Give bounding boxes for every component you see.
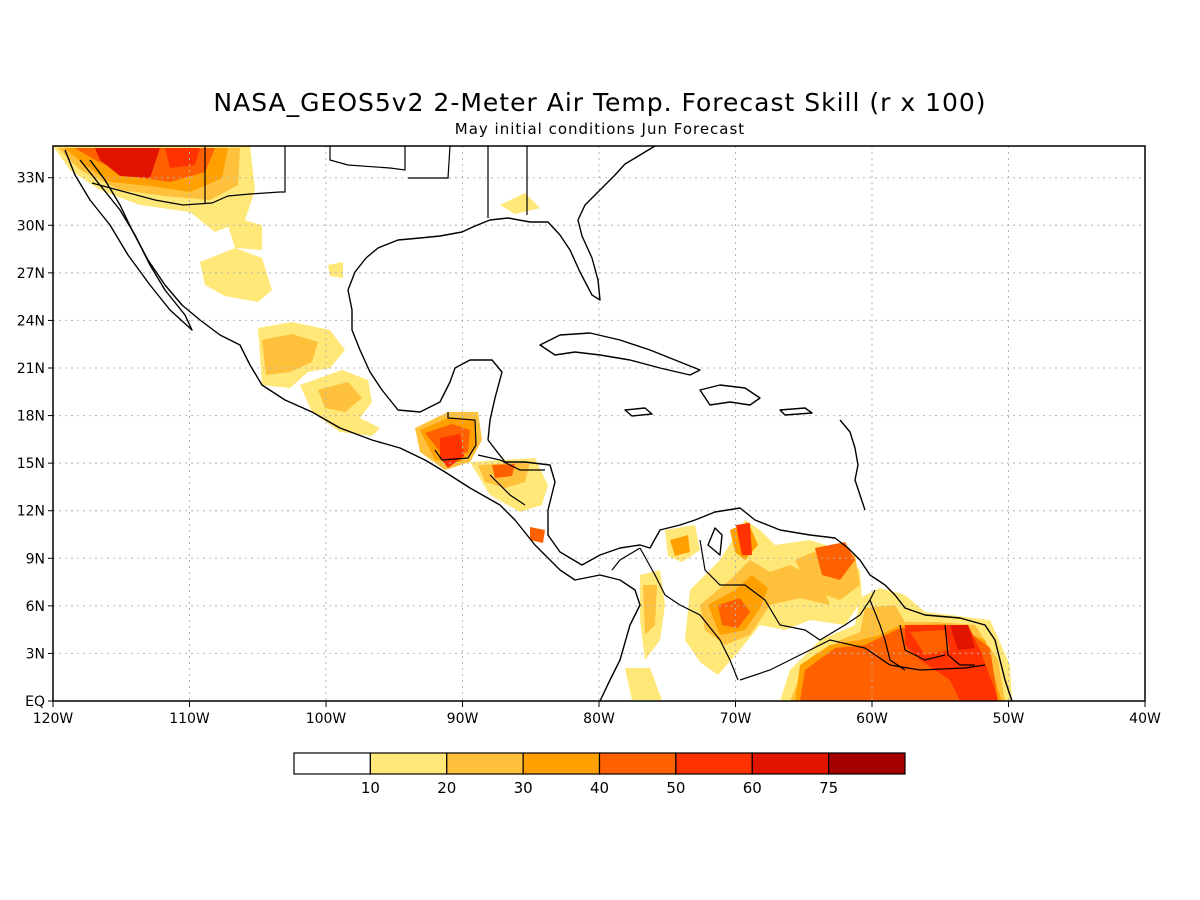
colorbar-label: 10 [361,779,380,797]
skill-region-honduras [492,464,515,478]
colorbar-swatch [751,752,830,775]
lat-tick-label: 6N [26,599,45,615]
coastline-lesser-antilles [839,419,866,511]
skill-shading [53,146,1012,701]
map-coastlines [64,146,1013,701]
colorbar-swatch [293,752,371,775]
lon-tick-label: 50W [993,711,1025,727]
lat-tick-label: 12N [17,504,45,520]
colorbar-label: 60 [743,779,762,797]
lat-tick-label: 18N [17,409,45,425]
skill-region-venezuela [736,523,752,555]
colorbar-swatch [522,752,601,775]
lon-tick-label: 40W [1129,711,1161,727]
lon-tick-label: 100W [306,711,347,727]
lat-tick-label: 27N [17,266,45,282]
lat-tick-label: 9N [26,551,45,567]
latitude-tick-labels: EQ 3N 6N 9N 12N 15N 18N 21N 24N 27N 30N 33N [17,171,53,710]
border-guyana [869,599,975,671]
skill-region-colombia [625,668,662,700]
colorbar-swatch [598,752,677,775]
border-us-mexico [91,146,286,206]
border-venezuela [699,539,876,641]
skill-region-guianas [910,630,950,655]
coastline-mexico-gulf [347,289,503,441]
skill-region-colombia [670,535,690,556]
skill-region-costa-rica [530,527,545,543]
colorbar: 10 20 30 40 50 60 75 [293,752,906,797]
map-borders [91,146,986,681]
skill-region-northern-mexico [200,248,272,302]
border-brazil [739,639,986,681]
coastline-mexico-pacific [89,159,641,701]
coastline-lake-maracaibo [707,527,723,556]
lat-tick-label: 33N [17,171,45,187]
colorbar-label: 75 [819,779,838,797]
lon-tick-label: 90W [447,711,479,727]
border-honduras [477,454,545,506]
skill-region-venezuela [815,542,855,580]
lon-tick-label: 70W [720,711,752,727]
lon-tick-label: 60W [856,711,888,727]
colorbar-swatch [369,752,448,775]
lat-tick-label: EQ [25,694,45,710]
border-guatemala [434,412,477,461]
coastline-puerto-rico [779,407,813,416]
colorbar-swatch [446,752,524,775]
map-title: NASA_GEOS5v2 2-Meter Air Temp. Forecast … [213,88,986,117]
coastline-us-gulf [347,146,656,301]
coastline-central-america-caribbean [487,439,1013,701]
skill-region-southwest-us [95,148,160,178]
lon-tick-label: 80W [583,711,615,727]
lat-tick-label: 3N [26,646,45,662]
skill-region-southwest-us [165,148,200,168]
coastline-cuba [539,332,701,376]
skill-region-central-mexico [318,382,362,412]
lat-tick-label: 30N [17,218,45,234]
skill-region-northern-mexico [500,193,540,214]
border-us-states [204,146,528,218]
coastline-baja [64,149,193,331]
skill-region-northern-mexico [225,215,262,250]
colorbar-label: 20 [437,779,456,797]
colorbar-swatch [675,752,753,775]
coastline-jamaica [624,407,653,417]
colorbar-swatch [828,752,906,775]
lon-tick-label: 110W [169,711,210,727]
coastline-hispaniola [699,384,761,406]
skill-region-central-mexico [262,334,318,375]
lat-tick-label: 21N [17,361,45,377]
colorbar-label: 30 [514,779,533,797]
border-panama-colombia [611,547,739,681]
skill-region-northern-mexico [328,262,343,278]
map-subtitle: May initial conditions Jun Forecast [455,120,745,138]
map-gridlines [53,146,1145,701]
longitude-tick-labels: 120W 110W 100W 90W 80W 70W 60W 50W 40W [33,701,1161,727]
colorbar-label: 40 [590,779,609,797]
lat-tick-label: 15N [17,456,45,472]
skill-region-guianas [950,625,975,650]
skill-region-colombia [643,585,657,635]
lon-tick-label: 120W [33,711,74,727]
lat-tick-label: 24N [17,313,45,329]
colorbar-label: 50 [666,779,685,797]
